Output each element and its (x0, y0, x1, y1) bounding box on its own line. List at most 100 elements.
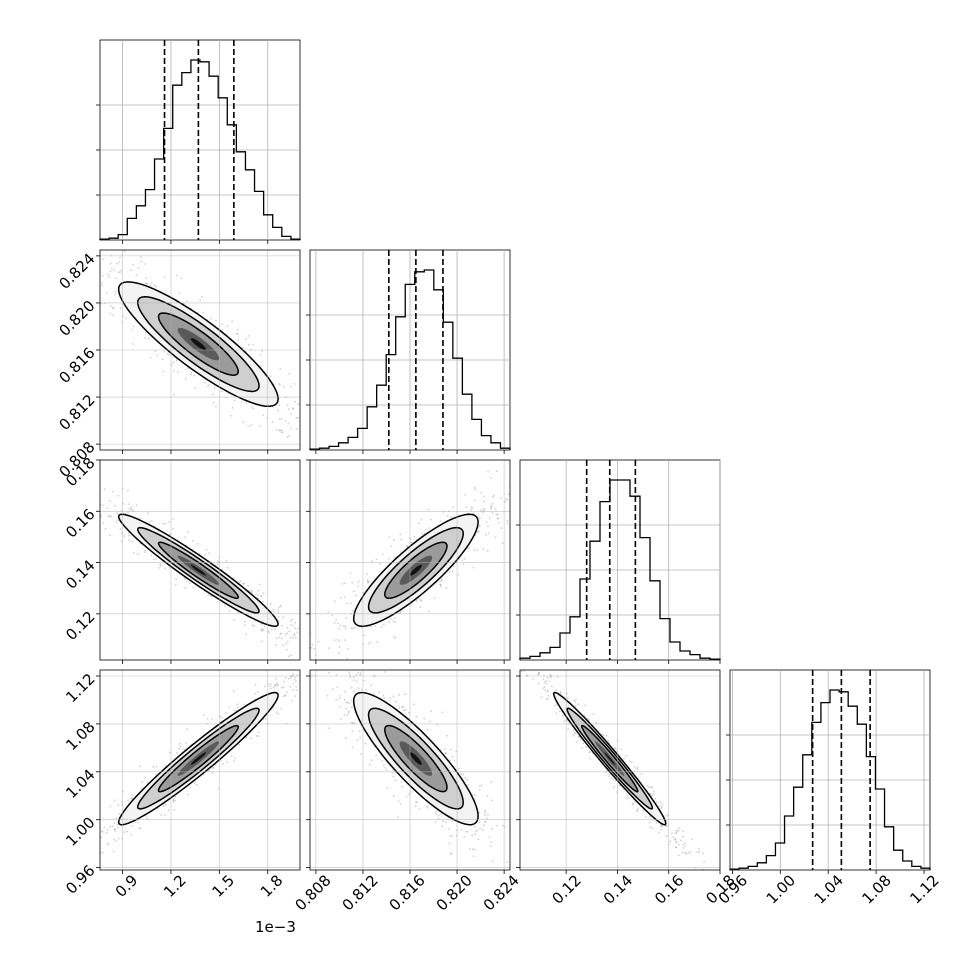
sample-point (282, 695, 285, 698)
sample-point (257, 594, 259, 596)
sample-point (444, 748, 446, 750)
sample-point (652, 792, 655, 795)
sample-point (186, 581, 188, 583)
sample-point (239, 580, 242, 583)
sample-point (146, 817, 149, 820)
sample-point (392, 794, 395, 797)
sample-point (445, 821, 447, 824)
sample-point (234, 757, 237, 760)
density-level-3-1-4 (409, 752, 422, 765)
sample-point (384, 671, 386, 673)
sample-point (116, 512, 118, 515)
sample-point (166, 352, 169, 355)
sample-point (344, 639, 346, 641)
sample-point (582, 742, 585, 744)
sample-point (483, 508, 486, 510)
sample-point (494, 536, 497, 539)
sample-point (274, 684, 277, 687)
sample-point (114, 505, 116, 507)
sample-point (415, 715, 418, 718)
sample-point (34, 899, 36, 901)
sample-point (207, 385, 209, 388)
contour-2-0-2 (157, 541, 240, 600)
sample-point (512, 833, 514, 835)
sample-point (208, 384, 211, 386)
contour-2-0-0 (117, 513, 279, 628)
sample-point (108, 515, 111, 518)
sample-point (390, 545, 393, 548)
sample-point (482, 508, 485, 511)
sample-point (334, 660, 336, 662)
sample-point (231, 320, 234, 323)
sample-point (192, 539, 194, 542)
sample-point (103, 826, 106, 828)
sample-point (308, 666, 310, 668)
sample-point (221, 390, 223, 393)
sample-point (233, 399, 236, 402)
sample-point (485, 533, 487, 536)
sample-point (36, 463, 38, 465)
sample-point (102, 851, 104, 854)
xtick-label-2-0: 0.12 (549, 871, 585, 907)
sample-point (339, 624, 342, 627)
sample-point (173, 393, 176, 396)
sample-point (458, 767, 460, 770)
sample-point (473, 549, 476, 552)
sample-point (206, 717, 209, 720)
sample-point (158, 567, 161, 569)
sample-point (216, 563, 219, 566)
sample-point (231, 406, 234, 409)
sample-point (113, 822, 116, 824)
sample-point (470, 509, 472, 511)
sample-point (87, 481, 89, 483)
sample-point (338, 652, 340, 655)
sample-point (291, 618, 293, 621)
sample-point (366, 580, 369, 583)
sample-point (585, 746, 587, 748)
sample-point (235, 332, 238, 335)
sample-point (286, 626, 289, 629)
sample-point (183, 748, 185, 750)
sample-point (41, 444, 43, 446)
sample-point (236, 703, 239, 706)
sample-point (251, 590, 254, 593)
sample-point (256, 734, 258, 737)
sample-point (297, 416, 299, 419)
sample-point (441, 825, 444, 828)
sample-point (310, 647, 313, 649)
sample-point (186, 728, 189, 731)
sample-point (352, 690, 355, 693)
sample-point (255, 593, 257, 595)
sample-point (147, 512, 150, 515)
scatter-content-2-1 (310, 432, 540, 660)
sample-point (490, 477, 492, 479)
sample-point (537, 674, 539, 676)
sample-point (278, 636, 281, 639)
sample-point (646, 784, 649, 787)
sample-point (335, 698, 338, 701)
sample-point (348, 710, 350, 713)
sample-point (257, 691, 259, 693)
sample-point (51, 224, 53, 226)
sample-point (287, 408, 290, 410)
sample-point (380, 626, 383, 628)
xtick-label-1-2: 0.816 (386, 871, 429, 914)
sample-point (228, 706, 231, 708)
sample-point (74, 238, 76, 240)
sample-point (336, 686, 339, 689)
sample-point (135, 274, 138, 277)
sample-point (428, 610, 430, 613)
sample-point (465, 506, 468, 509)
sample-point (95, 848, 97, 850)
sample-point (284, 676, 287, 679)
sample-point (293, 660, 295, 662)
sample-point (211, 771, 214, 774)
sample-point (660, 825, 663, 828)
sample-point (401, 785, 404, 788)
sample-point (474, 488, 477, 491)
sample-point (413, 535, 416, 538)
sample-point (226, 761, 229, 764)
sample-point (538, 432, 540, 434)
sample-point (172, 800, 175, 803)
sample-point (131, 509, 134, 512)
